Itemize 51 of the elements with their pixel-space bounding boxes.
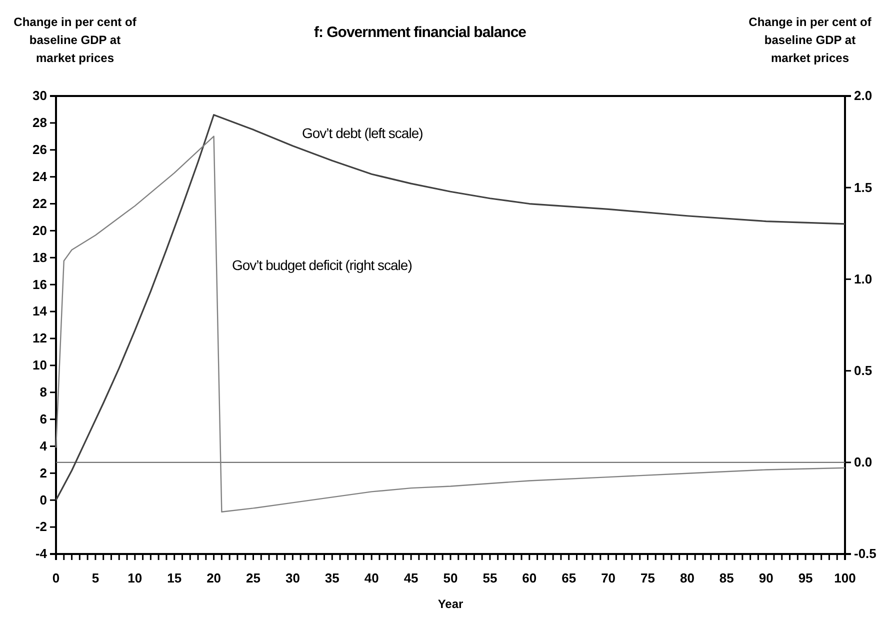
x-tick-label: 15 xyxy=(167,570,182,586)
y-tick-label: 16 xyxy=(32,276,47,292)
y-tick-label: 26 xyxy=(32,142,47,158)
x-tick-label: 100 xyxy=(834,570,856,586)
x-tick-label: 70 xyxy=(601,570,616,586)
y-tick-label: 12 xyxy=(32,330,47,346)
y2-axis-title: Change in per cent of baseline GDP at market prices xyxy=(748,15,872,65)
y-axis-title: Change in per cent of baseline GDP at market prices xyxy=(14,15,138,65)
y-tick-label: 0 xyxy=(40,492,47,508)
y-tick-label: -4 xyxy=(35,546,48,562)
chart-title: f: Government financial balance xyxy=(314,24,526,41)
y-tick-label: 14 xyxy=(32,304,48,319)
y-tick-label: 22 xyxy=(32,196,47,211)
x-tick-label: 60 xyxy=(522,570,537,586)
x-tick-label: 85 xyxy=(719,570,734,586)
y2-tick-label: -0.5 xyxy=(854,546,876,562)
x-tick-label: 50 xyxy=(443,570,458,586)
x-tick-label: 95 xyxy=(798,570,813,586)
y2-tick-label: 0.5 xyxy=(854,362,872,378)
y-tick-label: -2 xyxy=(35,519,47,534)
y-tick-label: 4 xyxy=(40,438,48,454)
y-tick-label: 28 xyxy=(32,115,47,130)
x-tick-label: 45 xyxy=(404,570,418,586)
x-tick-label: 80 xyxy=(680,570,694,586)
y-tick-label: 24 xyxy=(32,168,48,184)
y2-tick-label: 1.5 xyxy=(854,180,872,195)
x-tick-label: 0 xyxy=(52,570,60,586)
y-tick-label: 6 xyxy=(40,411,47,426)
y-tick-label: 20 xyxy=(32,222,47,238)
y-tick-label: 30 xyxy=(32,88,47,104)
x-tick-label: 75 xyxy=(640,570,655,586)
series-label: Gov’t budget deficit (right scale) xyxy=(232,257,412,273)
x-tick-label: 20 xyxy=(206,570,222,586)
x-tick-label: 40 xyxy=(364,570,379,586)
x-tick-label: 30 xyxy=(285,570,300,586)
y-tick-label: 8 xyxy=(40,384,47,400)
y2-tick-label: 0.0 xyxy=(854,454,872,470)
x-axis-title: Year xyxy=(438,597,464,611)
x-tick-label: 5 xyxy=(92,570,100,586)
x-tick-label: 90 xyxy=(758,570,774,586)
x-tick-label: 65 xyxy=(562,570,576,586)
y-tick-label: 10 xyxy=(32,358,47,373)
y2-tick-label: 2.0 xyxy=(854,88,872,104)
x-tick-label: 25 xyxy=(246,570,260,586)
y-tick-label: 18 xyxy=(32,250,47,265)
x-tick-label: 35 xyxy=(324,570,340,586)
x-tick-label: 55 xyxy=(482,570,498,586)
y2-tick-label: 1.0 xyxy=(854,271,872,286)
y-tick-label: 2 xyxy=(40,465,47,480)
x-tick-label: 10 xyxy=(128,570,142,586)
series-label: Gov’t debt (left scale) xyxy=(302,125,423,141)
